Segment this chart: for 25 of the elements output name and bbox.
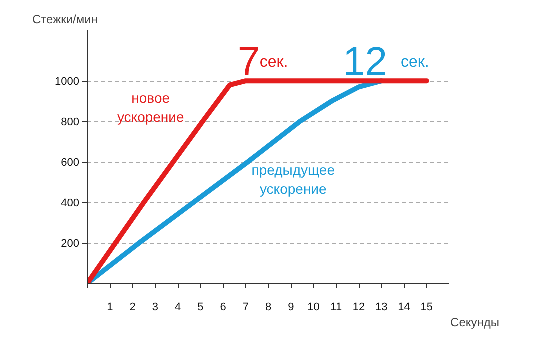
- annotation: 12 сек.: [343, 40, 430, 84]
- series-label: новое ускорение: [117, 90, 184, 126]
- y-tick-label: 1000: [55, 76, 80, 88]
- series-label: предыдущее ускорение: [252, 162, 336, 198]
- x-tick-label: 7: [242, 302, 249, 314]
- x-axis-title: Секунды: [450, 316, 500, 330]
- y-tick-label: 400: [61, 198, 80, 210]
- x-tick-label: 15: [420, 302, 434, 314]
- x-tick-label: 2: [130, 302, 136, 314]
- x-tick-label: 13: [376, 302, 388, 314]
- x-tick-label: 9: [288, 302, 294, 314]
- x-tick-label: 4: [174, 302, 182, 314]
- x-tick-label: 6: [220, 302, 226, 314]
- x-tick-label: 12: [352, 302, 366, 314]
- x-tick-label: 10: [308, 302, 320, 314]
- x-tick-label: 11: [330, 302, 342, 314]
- x-tick-label: 14: [398, 302, 410, 314]
- y-tick-label: 200: [61, 238, 80, 250]
- y-tick-label: 800: [61, 116, 80, 129]
- y-tick-label: 600: [61, 157, 80, 170]
- y-axis-title: Стежки/мин: [32, 12, 98, 26]
- x-tick-label: 3: [152, 302, 158, 314]
- x-tick-label: 1: [107, 302, 114, 314]
- x-tick-label: 5: [198, 302, 204, 314]
- x-tick-label: 8: [265, 302, 272, 314]
